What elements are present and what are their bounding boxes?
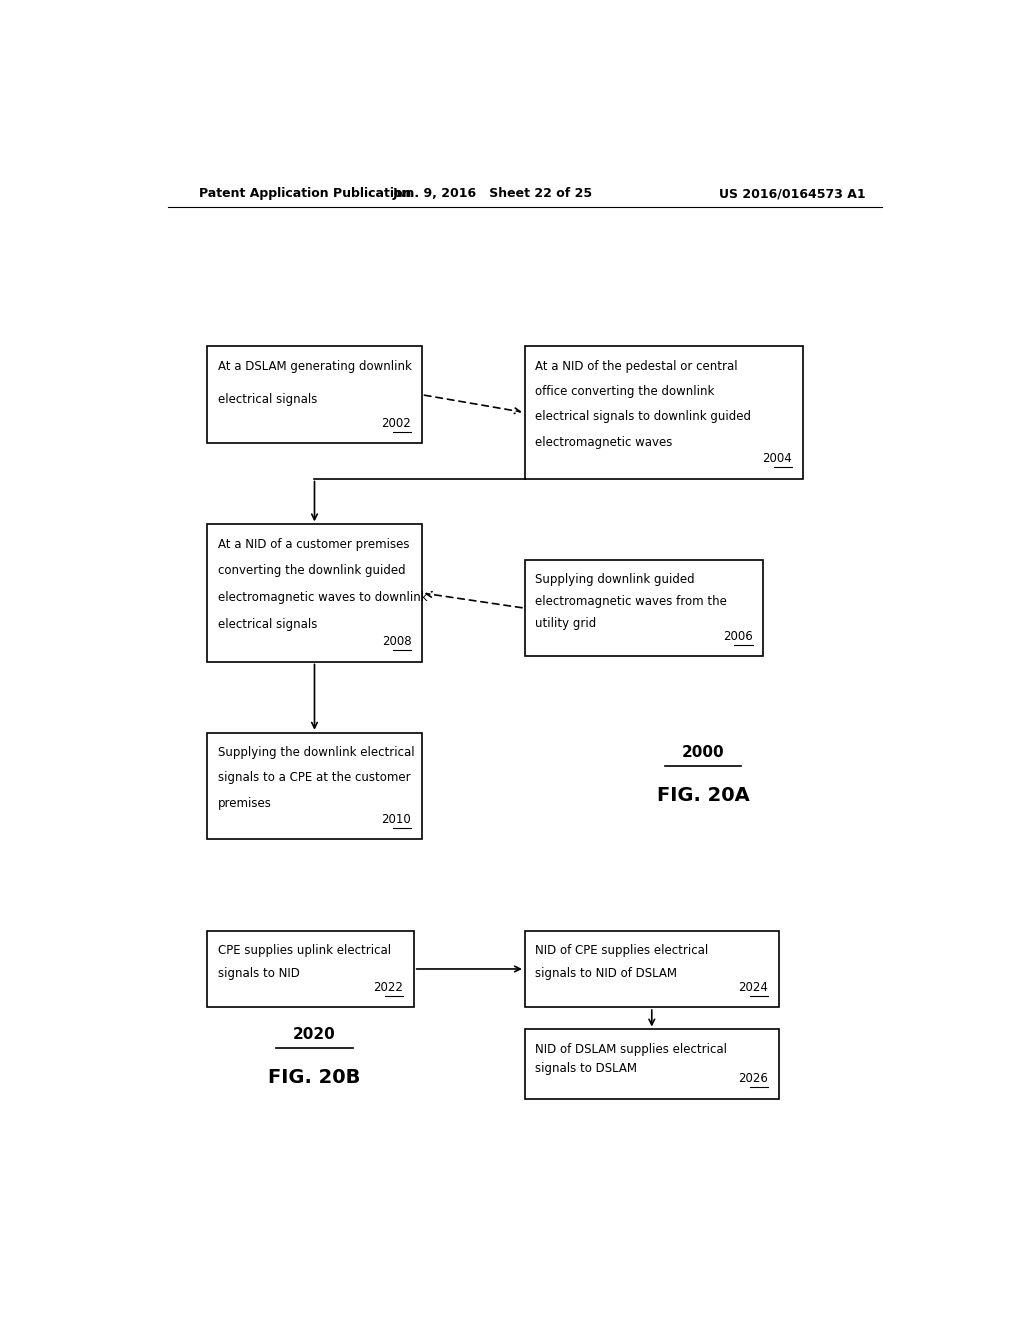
Text: utility grid: utility grid [536, 618, 596, 630]
Text: At a NID of the pedestal or central: At a NID of the pedestal or central [536, 359, 737, 372]
Text: Patent Application Publication: Patent Application Publication [200, 187, 412, 201]
Text: 2010: 2010 [382, 813, 412, 826]
FancyBboxPatch shape [207, 733, 422, 840]
Text: 2000: 2000 [682, 746, 725, 760]
Text: electrical signals: electrical signals [218, 618, 317, 631]
FancyBboxPatch shape [524, 1030, 779, 1098]
Text: converting the downlink guided: converting the downlink guided [218, 564, 406, 577]
Text: 2026: 2026 [738, 1072, 768, 1085]
Text: CPE supplies uplink electrical: CPE supplies uplink electrical [218, 944, 391, 957]
Text: electromagnetic waves: electromagnetic waves [536, 436, 673, 449]
Text: premises: premises [218, 797, 271, 809]
Text: US 2016/0164573 A1: US 2016/0164573 A1 [720, 187, 866, 201]
Text: Supplying downlink guided: Supplying downlink guided [536, 573, 694, 586]
Text: signals to a CPE at the customer: signals to a CPE at the customer [218, 771, 411, 784]
FancyBboxPatch shape [524, 346, 803, 479]
Text: office converting the downlink: office converting the downlink [536, 385, 715, 399]
Text: 2002: 2002 [382, 417, 412, 430]
Text: At a DSLAM generating downlink: At a DSLAM generating downlink [218, 359, 412, 372]
Text: NID of DSLAM supplies electrical: NID of DSLAM supplies electrical [536, 1043, 727, 1056]
Text: Supplying the downlink electrical: Supplying the downlink electrical [218, 746, 415, 759]
Text: FIG. 20B: FIG. 20B [268, 1068, 360, 1086]
Text: 2024: 2024 [738, 981, 768, 994]
FancyBboxPatch shape [207, 346, 422, 444]
FancyBboxPatch shape [524, 931, 779, 1007]
Text: electromagnetic waves to downlink: electromagnetic waves to downlink [218, 591, 427, 603]
FancyBboxPatch shape [207, 931, 414, 1007]
Text: 2004: 2004 [763, 453, 793, 466]
Text: signals to DSLAM: signals to DSLAM [536, 1063, 637, 1074]
Text: 2006: 2006 [723, 630, 753, 643]
Text: At a NID of a customer premises: At a NID of a customer premises [218, 537, 410, 550]
Text: Jun. 9, 2016   Sheet 22 of 25: Jun. 9, 2016 Sheet 22 of 25 [393, 187, 593, 201]
Text: signals to NID: signals to NID [218, 968, 300, 979]
Text: FIG. 20A: FIG. 20A [657, 787, 750, 805]
Text: NID of CPE supplies electrical: NID of CPE supplies electrical [536, 944, 709, 957]
Text: electromagnetic waves from the: electromagnetic waves from the [536, 595, 727, 609]
FancyBboxPatch shape [207, 524, 422, 661]
Text: 2022: 2022 [374, 981, 403, 994]
FancyBboxPatch shape [524, 560, 763, 656]
Text: signals to NID of DSLAM: signals to NID of DSLAM [536, 968, 677, 979]
Text: electrical signals: electrical signals [218, 392, 317, 405]
Text: 2020: 2020 [293, 1027, 336, 1041]
Text: 2008: 2008 [382, 635, 412, 648]
Text: electrical signals to downlink guided: electrical signals to downlink guided [536, 411, 752, 424]
